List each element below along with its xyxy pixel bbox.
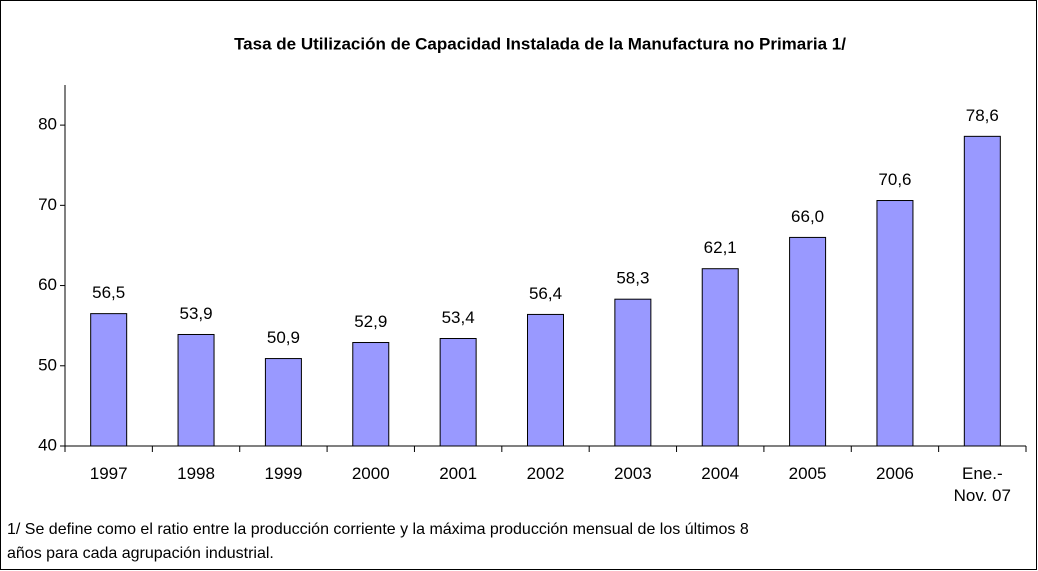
bar (177, 333, 215, 447)
value-label: 70,6 (878, 170, 911, 189)
bar (90, 313, 128, 447)
chart-title: Tasa de Utilización de Capacidad Instala… (234, 34, 846, 53)
bar (527, 313, 564, 447)
x-tick-label: 1997 (89, 464, 128, 483)
value-label: 53,4 (442, 308, 475, 327)
x-tick-label: 2000 (351, 464, 390, 483)
bar (963, 135, 1001, 447)
x-tick-label: 2004 (701, 464, 740, 483)
value-label: 56,5 (92, 283, 125, 302)
bar (876, 200, 914, 447)
bar (614, 298, 652, 447)
bar (789, 236, 827, 447)
bar (439, 338, 477, 447)
x-tick-label: 1998 (177, 464, 215, 483)
x-tick-label: 2003 (613, 464, 652, 483)
x-tick-label: 2006 (876, 464, 914, 483)
y-tick-label: 50 (38, 355, 57, 374)
y-tick-label: 70 (38, 195, 57, 214)
x-tick-label: Ene.- Nov. 07 (953, 464, 1011, 505)
value-label: 62,1 (704, 238, 737, 257)
footnote: 1/ Se define como el ratio entre la prod… (7, 521, 749, 562)
bar (701, 268, 739, 447)
x-tick-label: 2002 (526, 464, 565, 483)
x-tick-label: 2001 (439, 464, 478, 483)
bar (264, 358, 302, 447)
value-label: 52,9 (354, 312, 387, 331)
bar (352, 342, 390, 447)
y-tick-label: 40 (38, 435, 57, 454)
x-tick-label: 1999 (264, 464, 303, 483)
value-label: 56,4 (529, 284, 562, 303)
y-tick-label: 60 (38, 275, 57, 294)
value-label: 78,6 (966, 106, 999, 125)
y-tick-label: 80 (38, 115, 57, 134)
value-label: 58,3 (616, 269, 649, 288)
value-label: 66,0 (791, 207, 824, 226)
value-label: 53,9 (179, 304, 212, 323)
x-tick-label: 2005 (788, 464, 827, 483)
value-label: 50,9 (267, 328, 300, 347)
